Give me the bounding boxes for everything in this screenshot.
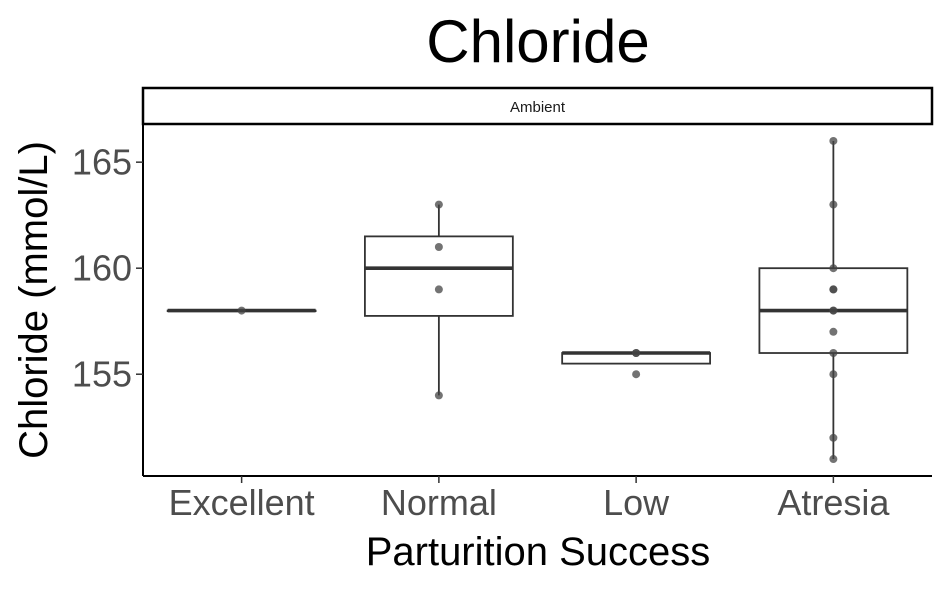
x-tick-label: Normal xyxy=(381,482,497,523)
data-point xyxy=(237,306,246,315)
data-point xyxy=(829,327,838,336)
data-point xyxy=(829,370,838,379)
data-point xyxy=(829,433,838,442)
y-axis-ticks: 155 160 165 xyxy=(72,142,143,395)
chart-title: Chloride xyxy=(426,8,649,75)
data-point xyxy=(829,200,838,209)
data-point xyxy=(434,200,443,209)
data-point xyxy=(829,136,838,145)
data-point xyxy=(829,264,838,273)
points-excellent xyxy=(237,306,246,315)
y-tick-label: 165 xyxy=(72,142,132,183)
y-tick-label: 155 xyxy=(72,354,132,395)
x-axis-title: Parturition Success xyxy=(366,530,711,574)
data-point xyxy=(434,391,443,400)
box-group-normal xyxy=(364,204,514,396)
data-point xyxy=(829,455,838,464)
points-low xyxy=(632,349,641,379)
y-axis-title: Chloride (mmol/L) xyxy=(12,141,56,459)
data-point xyxy=(632,349,641,358)
facet-strip xyxy=(141,86,934,126)
data-point xyxy=(434,242,443,251)
x-axis-ticks: Excellent Normal Low Atresia xyxy=(169,476,890,523)
points-atresia xyxy=(829,136,838,464)
data-point xyxy=(829,285,838,294)
box-group-atresia xyxy=(758,140,909,460)
x-tick-label: Low xyxy=(603,482,670,523)
y-tick-label: 160 xyxy=(72,248,132,289)
x-tick-label: Atresia xyxy=(777,482,890,523)
plot-area xyxy=(166,136,909,464)
x-tick-label: Excellent xyxy=(169,482,315,523)
data-point xyxy=(434,285,443,294)
points-normal xyxy=(434,200,443,400)
facet-strip-label: Ambient xyxy=(510,99,566,116)
data-point xyxy=(632,370,641,379)
data-point xyxy=(829,306,838,315)
data-point xyxy=(829,349,838,358)
